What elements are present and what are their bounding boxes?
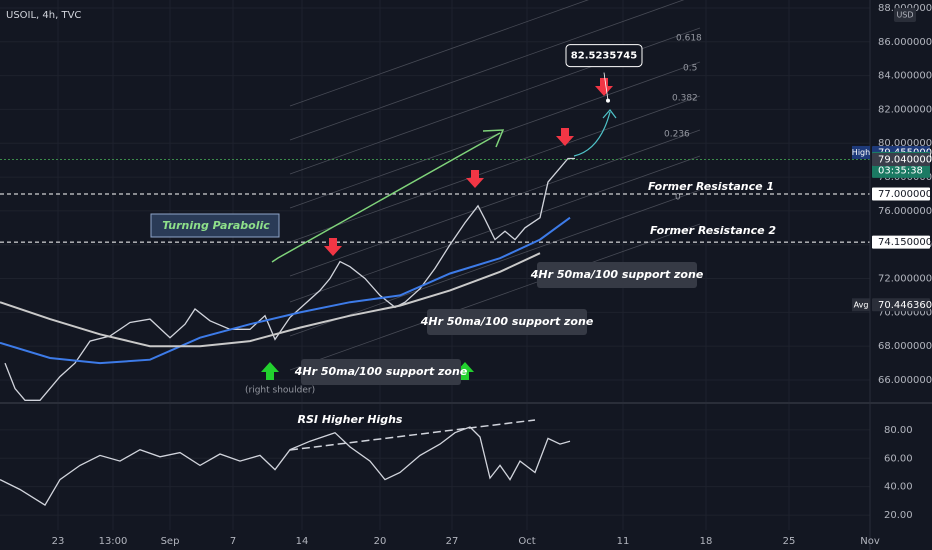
price-marker-label: 77.0000000: [878, 189, 932, 200]
rsi-pane: [0, 426, 571, 507]
projection-arrow-head: [602, 109, 617, 119]
price-marker: [872, 152, 930, 166]
price-marker-label: 74.1500000: [878, 237, 932, 248]
trend-arrow-head: [482, 129, 505, 148]
annotation: (right shoulder): [245, 386, 315, 396]
levels: [0, 158, 870, 243]
annotation: 4Hr 50ma/100 support zone: [420, 315, 594, 328]
annotation-box: [537, 262, 697, 288]
y-tick-label: 72.0000000: [878, 274, 932, 285]
marker-name-box: [852, 298, 870, 312]
annotation: Former Resistance 2: [650, 224, 776, 237]
target-pointer: [603, 72, 609, 101]
annotation: 4Hr 50ma/100 support zone: [530, 268, 704, 281]
y-tick-label: 66.0000000: [878, 375, 932, 386]
y-tick-label: 40.00: [884, 482, 913, 493]
price-marker-label: 79.0400000: [878, 154, 932, 165]
y-tick-label: 82.0000000: [878, 104, 932, 115]
y-tick-label: 86.0000000: [878, 37, 932, 48]
price-marker: [872, 235, 930, 249]
projection-arrow: [573, 111, 611, 157]
fib-label: 0.5: [683, 64, 697, 74]
green-arrows: [261, 362, 474, 380]
trend-arrow: [271, 132, 501, 263]
red-arrows: [324, 78, 613, 256]
x-tick-label: 23: [52, 536, 65, 547]
annotation-box: [427, 309, 587, 335]
marker-name: High: [852, 148, 870, 157]
countdown: 03:35:38: [878, 165, 923, 176]
y-tick-label: 84.0000000: [878, 71, 932, 82]
x-tick-label: 14: [296, 536, 309, 547]
price-marker-label: 70.4463602: [878, 300, 932, 311]
rsi-title: RSI Higher Highs: [298, 413, 403, 426]
target-box: [565, 44, 643, 68]
x-tick-label: Nov: [860, 536, 880, 547]
annotation-box: [301, 359, 461, 385]
x-tick-label: 7: [230, 536, 236, 547]
y-tick-label: 80.00: [884, 425, 913, 436]
price-marker: [872, 298, 930, 312]
x-tick-label: Oct: [518, 536, 535, 547]
y-tick-label: 70.0000000: [878, 307, 932, 318]
x-tick-label: 20: [374, 536, 387, 547]
rsi-trendline: [289, 419, 536, 451]
price-line: [0, 426, 571, 507]
axes: 66.0000000 68.0000000 70.0000000 72.0000000…: [52, 3, 932, 547]
currency: USD: [896, 11, 913, 20]
x-tick-label: 11: [617, 536, 630, 547]
fib-label: 0.618: [676, 34, 702, 44]
y-tick-label: 76.0000000: [878, 206, 932, 217]
annotation: Former Resistance 1: [648, 180, 774, 193]
target-point: [606, 98, 610, 103]
y-tick-label: 20.00: [884, 510, 913, 521]
annotation-box: [150, 213, 280, 238]
series: [0, 157, 575, 401]
x-tick-label: Sep: [161, 536, 180, 547]
x-tick-label: 18: [700, 536, 713, 547]
marker-name: Avg: [854, 300, 869, 309]
fib-label: 0.236: [664, 130, 690, 140]
annotation: 4Hr 50ma/100 support zone: [294, 365, 468, 378]
annotation: Turning Parabolic: [162, 219, 270, 232]
moving-average: [0, 252, 541, 348]
x-tick-label: 27: [446, 536, 459, 547]
y-tick-label: 68.0000000: [878, 341, 932, 352]
marker-name-box: [852, 145, 870, 159]
y-tick-label: 80.0000000: [878, 138, 932, 149]
x-tick-label: 13:00: [99, 536, 128, 547]
moving-average: [0, 216, 571, 365]
fib-label: 0.382: [672, 94, 698, 104]
currency-box: [894, 8, 916, 22]
fib-label: 0: [675, 193, 681, 203]
symbol-title: USOIL, 4h, TVC: [6, 10, 81, 21]
price-marker: [872, 187, 930, 201]
target-label: 82.5235745: [571, 51, 637, 62]
y-tick-label: 60.00: [884, 453, 913, 464]
x-tick-label: 25: [783, 536, 796, 547]
